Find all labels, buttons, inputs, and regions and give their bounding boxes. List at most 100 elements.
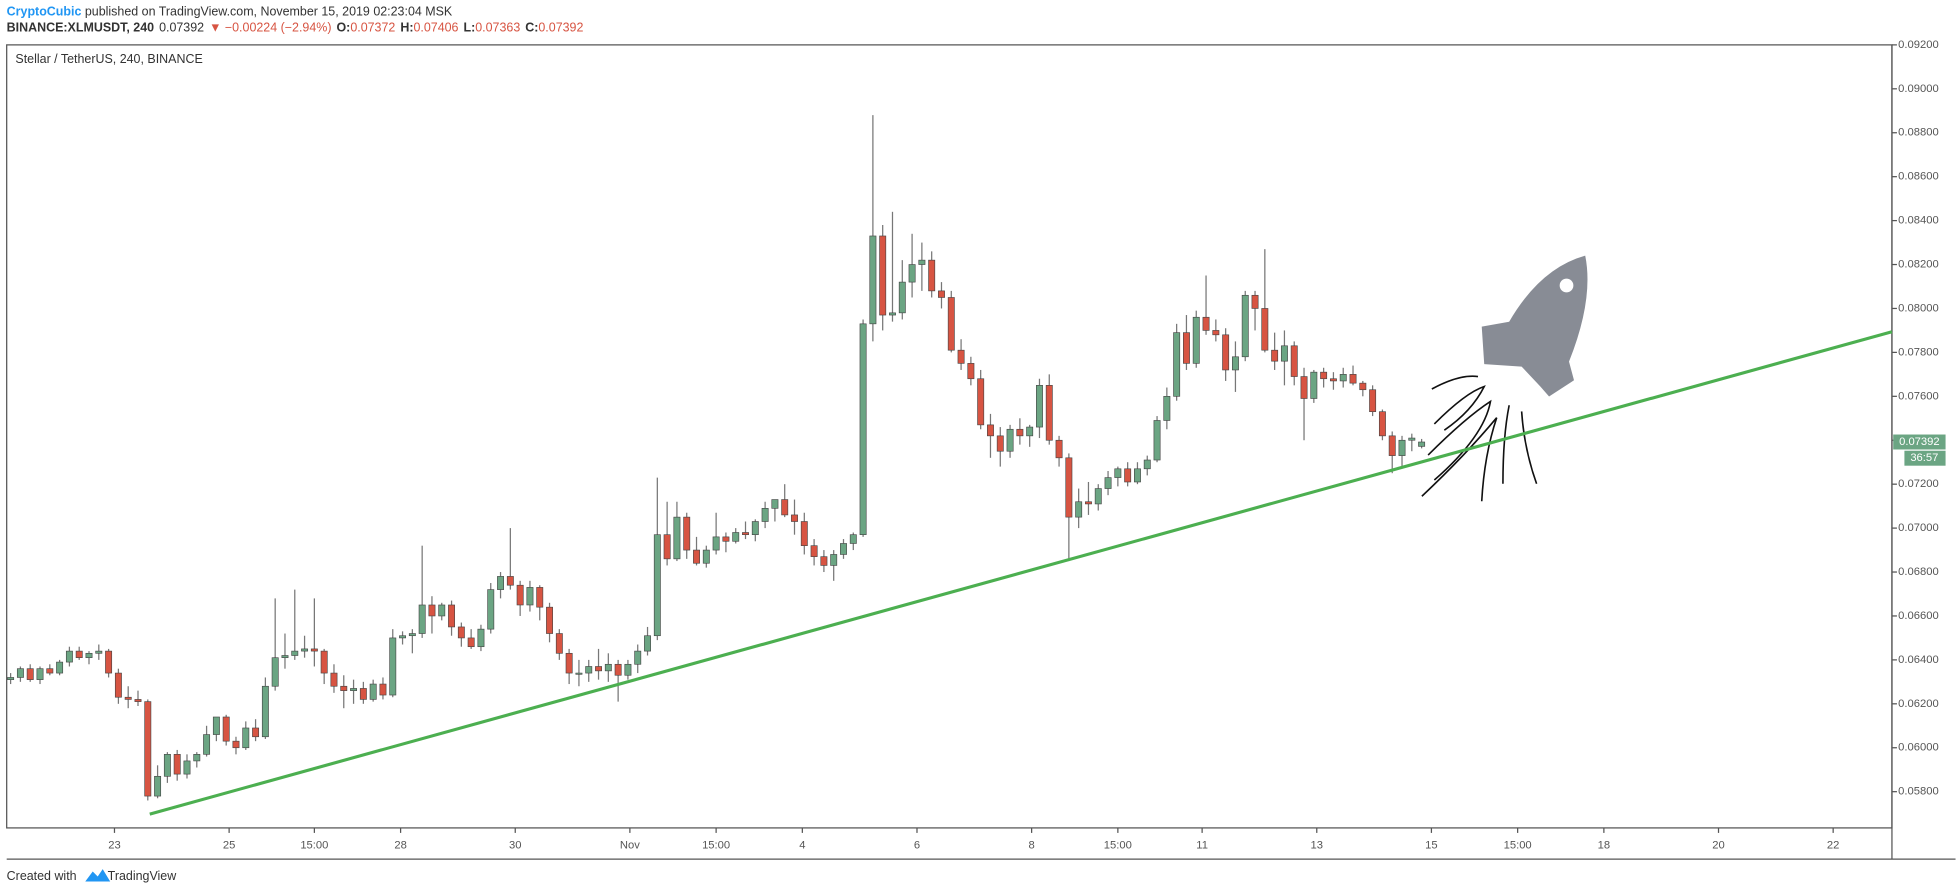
x-tick-label: 25 bbox=[223, 839, 235, 851]
x-tick-label: 15:00 bbox=[300, 839, 328, 851]
candle-body bbox=[95, 650, 103, 654]
candle-body bbox=[898, 281, 906, 314]
y-tick-label: 0.06200 bbox=[1898, 698, 1939, 710]
x-tick-label: 22 bbox=[1827, 839, 1839, 851]
candle-body bbox=[56, 661, 64, 674]
candle-body bbox=[1085, 501, 1092, 505]
candle-body bbox=[1300, 376, 1308, 399]
rocket-window bbox=[1559, 278, 1574, 293]
candle-body bbox=[1359, 382, 1367, 391]
footer: Created with TradingView bbox=[7, 869, 178, 883]
symbol: BINANCE:XLMUSDT, 240 bbox=[7, 21, 154, 35]
candle-body bbox=[36, 668, 44, 680]
candle-body bbox=[232, 740, 240, 749]
candle-body bbox=[1261, 308, 1269, 351]
candle-body bbox=[1202, 316, 1210, 331]
header-line-1: CryptoCubic published on TradingView.com… bbox=[7, 5, 453, 19]
y-tick-label: 0.07600 bbox=[1898, 390, 1939, 402]
candle-body bbox=[222, 716, 230, 742]
countdown-tag bbox=[1904, 450, 1946, 466]
candle-body bbox=[359, 688, 367, 700]
candle-body bbox=[1173, 332, 1181, 397]
l: 0.07363 bbox=[475, 21, 520, 35]
candle-body bbox=[938, 290, 945, 298]
candle-body bbox=[634, 650, 642, 665]
candle-body bbox=[46, 668, 54, 674]
candle-body bbox=[781, 499, 789, 516]
y-tick-label: 0.09000 bbox=[1898, 83, 1939, 95]
change: ▼ −0.00224 (−2.94%) bbox=[209, 21, 331, 35]
candle-body bbox=[918, 259, 926, 265]
candle-body bbox=[830, 554, 838, 566]
candle-body bbox=[448, 604, 455, 628]
l-label: L: bbox=[463, 21, 475, 35]
footer-brand[interactable]: TradingView bbox=[108, 869, 178, 883]
candle-body bbox=[1329, 378, 1337, 382]
o-label: O: bbox=[336, 21, 350, 35]
candle-body bbox=[957, 349, 965, 364]
candle-body bbox=[644, 635, 651, 652]
candle-body bbox=[506, 576, 514, 586]
candle-body bbox=[418, 604, 426, 634]
y-tick-label: 0.07200 bbox=[1898, 478, 1939, 490]
candle-body bbox=[163, 754, 171, 777]
candle-body bbox=[712, 536, 720, 551]
candle-body bbox=[7, 677, 15, 680]
candle-body bbox=[761, 508, 769, 522]
candle-body bbox=[1378, 411, 1386, 437]
candle-body bbox=[1349, 374, 1357, 384]
h-label: H: bbox=[400, 21, 413, 35]
rocket-flames bbox=[1421, 375, 1538, 502]
candle-body bbox=[320, 650, 328, 674]
candle-body bbox=[751, 521, 759, 536]
candle-body bbox=[291, 650, 299, 656]
candle-body bbox=[281, 655, 289, 659]
chart-title: Stellar / TetherUS, 240, BINANCE bbox=[15, 52, 202, 66]
x-tick-label: 30 bbox=[509, 839, 521, 851]
y-tick-label: 0.08000 bbox=[1898, 302, 1939, 314]
footer-created: Created with bbox=[7, 869, 77, 883]
x-tick-label: Nov bbox=[620, 839, 640, 851]
candle-body bbox=[369, 683, 377, 700]
candle-body bbox=[1280, 345, 1288, 362]
c: 0.07392 bbox=[538, 21, 583, 35]
candle-body bbox=[879, 235, 887, 316]
candle-body bbox=[497, 576, 504, 590]
x-tick-label: 15 bbox=[1425, 839, 1437, 851]
candle-body bbox=[1320, 371, 1328, 380]
y-tick-label: 0.08800 bbox=[1898, 127, 1939, 139]
candle-body bbox=[820, 556, 828, 566]
candle-body bbox=[1094, 488, 1102, 505]
candle-body bbox=[1388, 435, 1396, 456]
countdown-label: 36:57 bbox=[1910, 452, 1938, 464]
candle-body bbox=[653, 534, 661, 637]
candle-body bbox=[242, 727, 250, 749]
x-tick-label: 6 bbox=[914, 839, 920, 851]
y-tick-label: 0.06600 bbox=[1898, 610, 1939, 622]
candle-body bbox=[996, 435, 1004, 452]
candle-body bbox=[65, 650, 73, 663]
candle-body bbox=[16, 668, 24, 678]
candle-body bbox=[212, 716, 220, 735]
candle-body bbox=[1016, 428, 1024, 437]
candle-body bbox=[1290, 345, 1298, 377]
candle-body bbox=[840, 543, 847, 555]
x-tick-label: 18 bbox=[1598, 839, 1610, 851]
y-tick-label: 0.06800 bbox=[1898, 566, 1939, 578]
candle-body bbox=[526, 587, 534, 606]
candle-body bbox=[771, 499, 779, 509]
candle-body bbox=[1212, 330, 1220, 336]
candle-body bbox=[1271, 349, 1279, 362]
candle-body bbox=[203, 734, 211, 755]
candle-body bbox=[977, 378, 985, 426]
author[interactable]: CryptoCubic bbox=[7, 5, 82, 19]
candle-body bbox=[810, 545, 818, 557]
candle-body bbox=[1369, 389, 1377, 413]
candle-body bbox=[350, 688, 358, 691]
y-tick-label: 0.07800 bbox=[1898, 346, 1939, 358]
candle-body bbox=[702, 549, 710, 564]
marks bbox=[7, 115, 1426, 801]
